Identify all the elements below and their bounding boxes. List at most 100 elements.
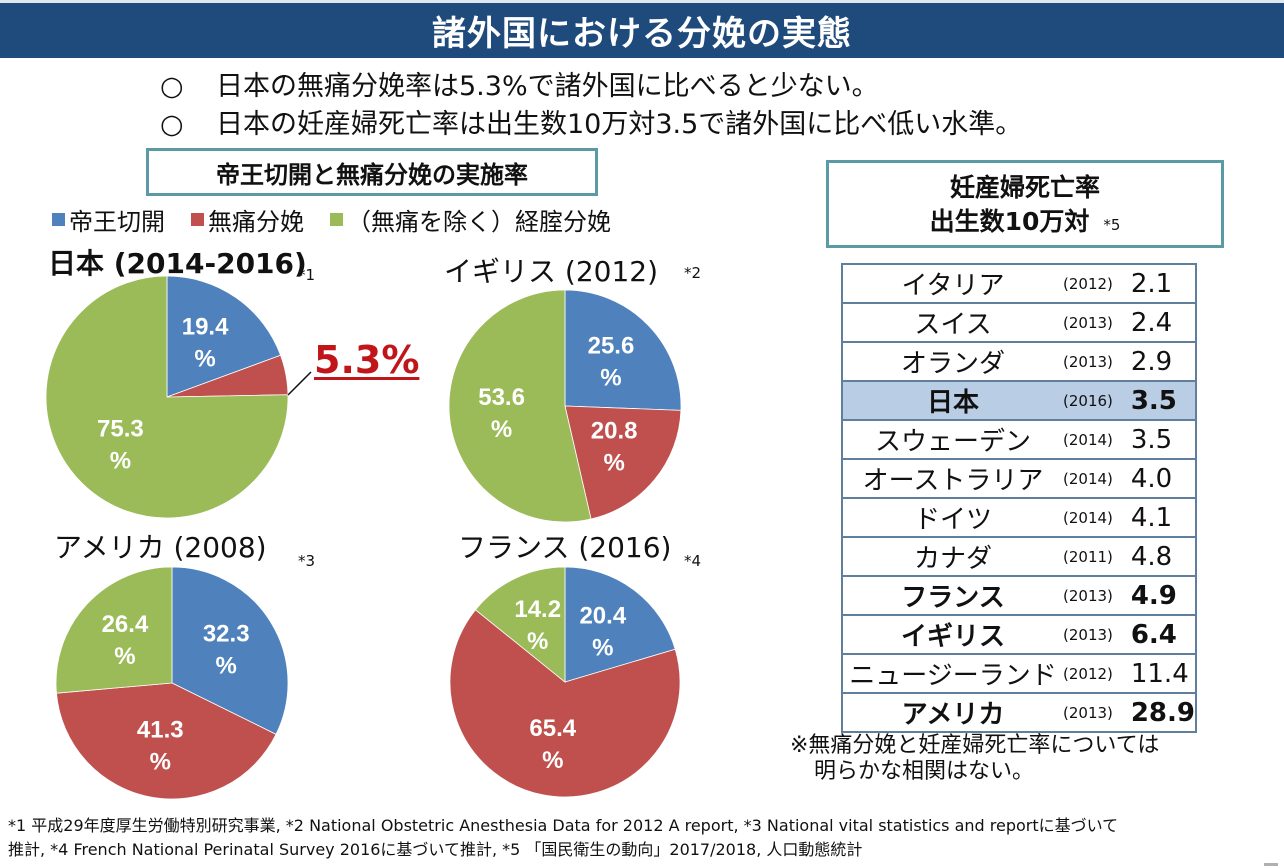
slide-title: 諸外国における分娩の実態 xyxy=(432,14,852,54)
mm-title-line2-wrap: 出生数10万対 *5 xyxy=(829,205,1221,242)
correlation-note: ※無痛分娩と妊産婦死亡率については 明らかな相関はない。 xyxy=(790,733,1159,785)
bullet-text: 日本の妊産婦死亡率は出生数10万対3.5で諸外国に比べ低い水準。 xyxy=(216,109,1023,140)
legend-item-cesarean: 帝王切開 xyxy=(52,202,165,237)
pie-data-label: 75.3% xyxy=(97,415,144,474)
note-line2: 明らかな相関はない。 xyxy=(814,759,1035,784)
rate-cell: 3.5 xyxy=(1126,380,1196,420)
legend-label: （無痛を除く）経腟分娩 xyxy=(347,208,611,236)
pie-slice xyxy=(564,405,682,520)
table-row: フランス (2013) 4.9 xyxy=(842,575,1196,615)
footnote-ref: *2 xyxy=(684,264,702,282)
country-cell: アメリカ xyxy=(842,692,1064,732)
table-row: オーストラリア (2014) 4.0 xyxy=(842,458,1196,498)
rate-cell: 2.9 xyxy=(1126,341,1196,381)
mm-title-line2: 出生数10万対 xyxy=(929,207,1090,236)
maternal-mortality-title-box: 妊産婦死亡率 出生数10万対 *5 xyxy=(826,160,1224,248)
rate-cell: 4.1 xyxy=(1126,497,1196,537)
country-cell: オーストラリア xyxy=(842,458,1064,498)
pie-slice xyxy=(45,275,289,519)
maternal-mortality-table: イタリア (2012) 2.1 スイス (2013) 2.4 オランダ (2013) 2.9 日本… xyxy=(841,263,1197,733)
pie-slice xyxy=(448,289,592,523)
summary-bullet: ○ 日本の妊産婦死亡率は出生数10万対3.5で諸外国に比べ低い水準。 xyxy=(160,106,1022,144)
country-cell: ニュージーランド xyxy=(842,653,1064,693)
rate-cell: 4.9 xyxy=(1126,575,1196,615)
year-cell: (2013) xyxy=(1063,341,1127,381)
rate-cell: 2.4 xyxy=(1126,302,1196,342)
table-row: カナダ (2011) 4.8 xyxy=(842,536,1196,576)
legend-item-epidural: 無痛分娩 xyxy=(191,202,304,237)
table-row: イタリア (2012) 2.1 xyxy=(842,263,1196,303)
pie-slice xyxy=(564,289,682,411)
rate-cell: 3.5 xyxy=(1126,419,1196,459)
pie-data-label: 41.3% xyxy=(137,717,184,776)
pie-data-label: 14.2% xyxy=(514,596,561,655)
table-row: 日本 (2016) 3.5 xyxy=(842,380,1196,420)
country-cell: スイス xyxy=(842,302,1064,342)
year-cell: (2012) xyxy=(1063,263,1127,303)
pie-data-label: 25.6% xyxy=(588,333,635,392)
chart-title-japan: 日本 (2014-2016) xyxy=(48,247,307,280)
pie-slice xyxy=(55,566,173,694)
pie-section-title: 帝王切開と無痛分娩の実施率 xyxy=(146,148,598,196)
pie-data-label: 20.4% xyxy=(579,602,626,661)
legend-swatch xyxy=(52,213,65,226)
year-cell: (2013) xyxy=(1063,614,1127,654)
circle-bullet-icon: ○ xyxy=(160,71,184,102)
legend-item-vaginal: （無痛を除く）経腟分娩 xyxy=(330,202,611,237)
country-cell: イギリス xyxy=(842,614,1064,654)
country-cell: フランス xyxy=(842,575,1064,615)
pie-data-label: 53.6% xyxy=(478,384,525,443)
pie-slice xyxy=(449,609,681,798)
chart-title-uk: イギリス (2012) xyxy=(444,255,659,288)
table-row: オランダ (2013) 2.9 xyxy=(842,341,1196,381)
rate-cell: 4.0 xyxy=(1126,458,1196,498)
circle-bullet-icon: ○ xyxy=(160,109,184,140)
rate-cell: 28.9 xyxy=(1126,692,1196,732)
page-number-fragment xyxy=(1264,863,1278,866)
pie-slice xyxy=(56,682,277,800)
footnote-ref: *3 xyxy=(298,552,316,570)
summary-bullet: ○ 日本の無痛分娩率は5.3%で諸外国に比べると少ない。 xyxy=(160,68,1022,106)
table-row: ニュージーランド (2012) 11.4 xyxy=(842,653,1196,693)
year-cell: (2012) xyxy=(1063,653,1127,693)
legend-swatch xyxy=(330,213,343,226)
year-cell: (2014) xyxy=(1063,497,1127,537)
country-cell: ドイツ xyxy=(842,497,1064,537)
year-cell: (2011) xyxy=(1063,536,1127,576)
chart-legend: 帝王切開 無痛分娩 （無痛を除く）経腟分娩 xyxy=(52,202,611,237)
chart-title-usa: アメリカ (2008) xyxy=(54,531,267,564)
pie-data-label: 32.3% xyxy=(203,620,250,679)
pie-data-label: 65.4% xyxy=(529,715,576,774)
rate-cell: 6.4 xyxy=(1126,614,1196,654)
year-cell: (2016) xyxy=(1063,380,1127,420)
pie-slice xyxy=(166,275,282,398)
epidural-rate-callout: 5.3% xyxy=(314,338,420,382)
country-cell: オランダ xyxy=(842,341,1064,381)
sources-line1: *1 平成29年度厚生労働特別研究事業, *2 National Obstetr… xyxy=(8,816,1119,835)
table-row: ドイツ (2014) 4.1 xyxy=(842,497,1196,537)
rate-cell: 4.8 xyxy=(1126,536,1196,576)
country-cell: イタリア xyxy=(842,263,1064,303)
pie-slice xyxy=(564,566,676,683)
footnote-ref: *5 xyxy=(1103,216,1121,234)
legend-label: 無痛分娩 xyxy=(208,208,304,236)
callout-leader-line xyxy=(287,371,312,396)
country-cell: カナダ xyxy=(842,536,1064,576)
year-cell: (2014) xyxy=(1063,419,1127,459)
legend-swatch xyxy=(191,213,204,226)
footnote-ref: *1 xyxy=(298,266,316,284)
year-cell: (2013) xyxy=(1063,302,1127,342)
rate-cell: 11.4 xyxy=(1126,653,1196,693)
table-row: スウェーデン (2014) 3.5 xyxy=(842,419,1196,459)
pie-data-label: 20.8% xyxy=(591,418,638,477)
slide-header: 諸外国における分娩の実態 xyxy=(0,0,1284,58)
year-cell: (2013) xyxy=(1063,575,1127,615)
country-cell: スウェーデン xyxy=(842,419,1064,459)
year-cell: (2014) xyxy=(1063,458,1127,498)
legend-label: 帝王切開 xyxy=(69,208,165,236)
source-footnotes: *1 平成29年度厚生労働特別研究事業, *2 National Obstetr… xyxy=(8,814,1278,862)
rate-cell: 2.1 xyxy=(1126,263,1196,303)
table-row: スイス (2013) 2.4 xyxy=(842,302,1196,342)
pie-slice xyxy=(474,566,566,683)
pie-data-label: 26.4% xyxy=(102,611,149,670)
